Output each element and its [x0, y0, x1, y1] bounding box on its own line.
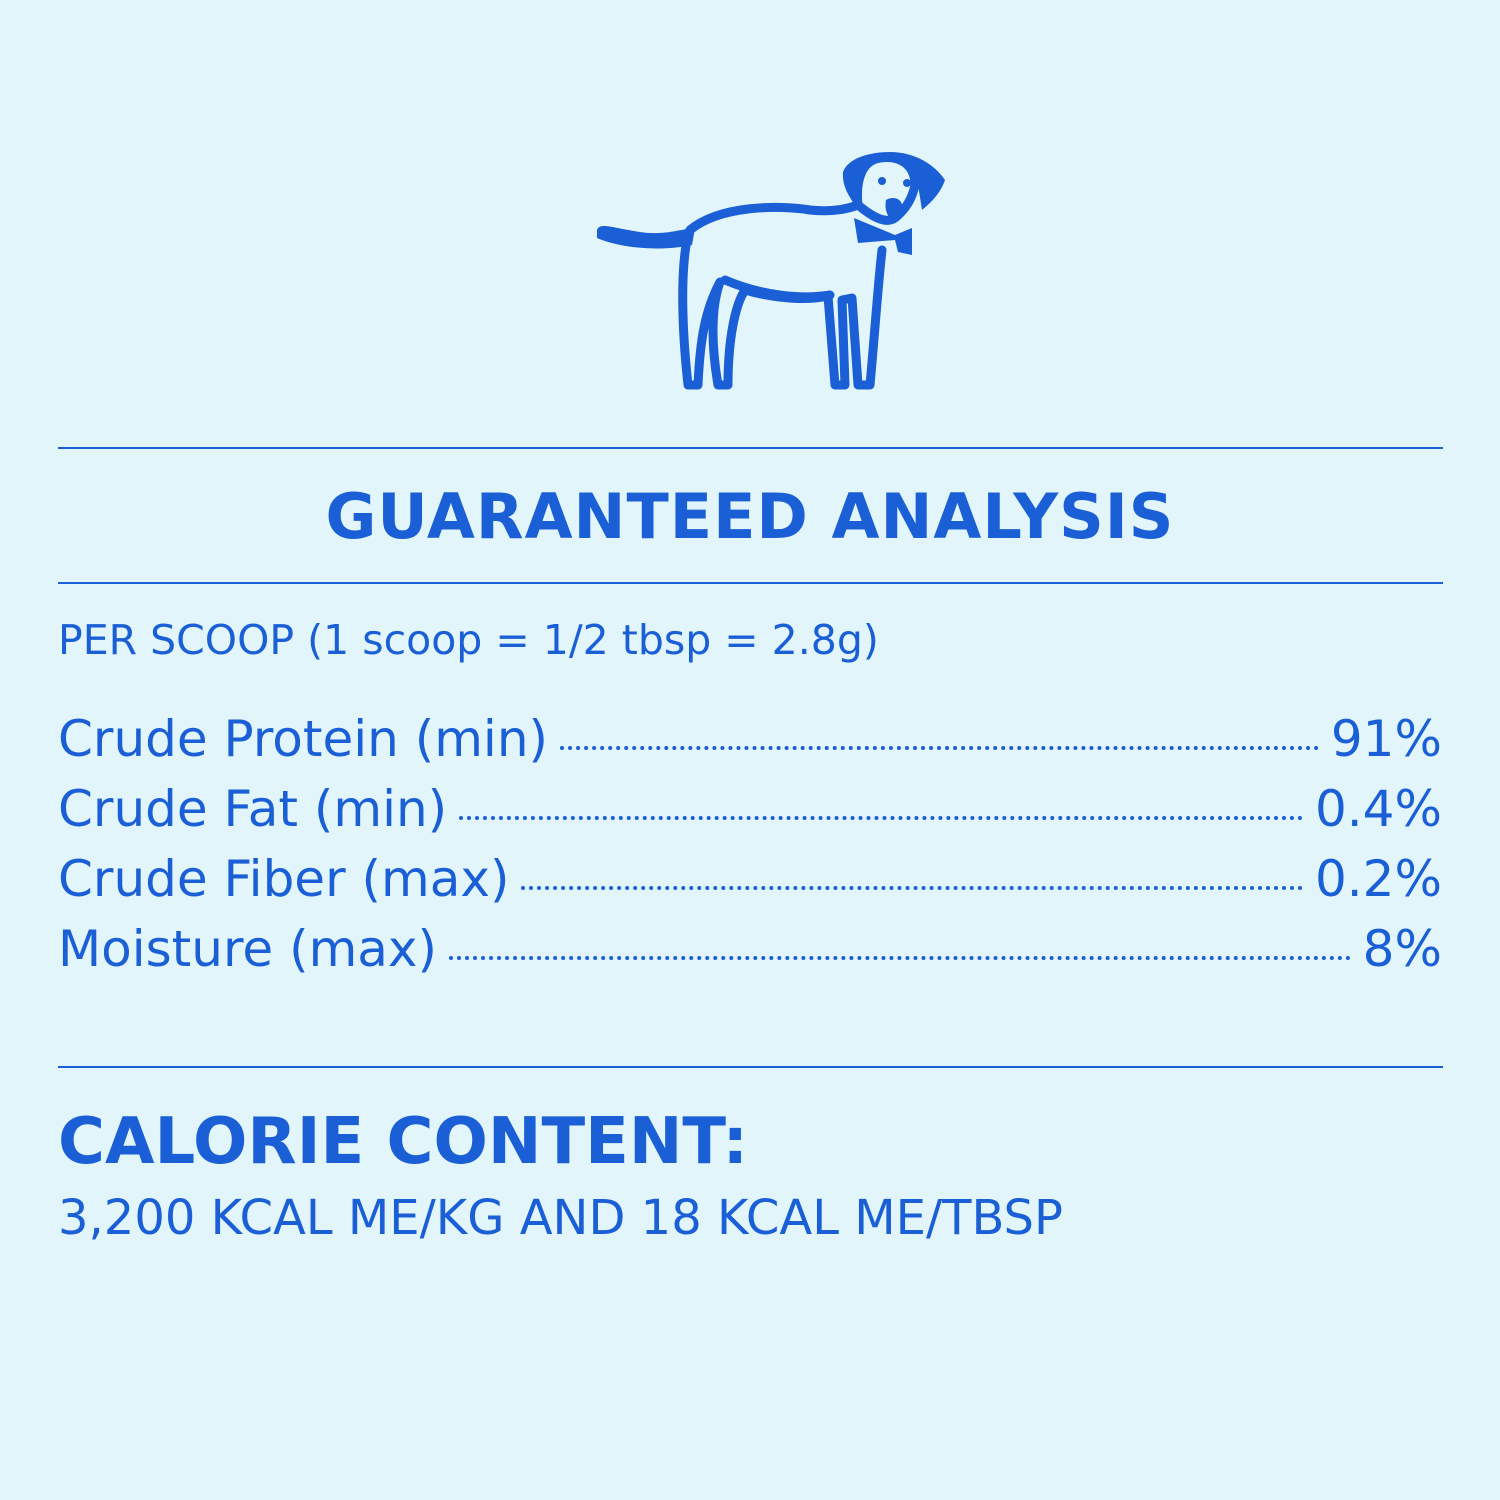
dot-leader — [521, 886, 1303, 890]
analysis-row: Crude Fiber (max) 0.2% — [58, 850, 1442, 908]
section-title: GUARANTEED ANALYSIS — [325, 480, 1175, 553]
analysis-row: Moisture (max) 8% — [58, 920, 1442, 978]
row-value: 0.4% — [1314, 780, 1442, 838]
row-label: Moisture (max) — [58, 920, 438, 978]
analysis-row: Crude Fat (min) 0.4% — [58, 780, 1442, 838]
divider — [58, 447, 1443, 449]
row-value: 0.2% — [1314, 850, 1442, 908]
dot-leader — [560, 746, 1319, 750]
divider — [58, 1066, 1443, 1068]
calorie-title: CALORIE CONTENT: — [58, 1105, 749, 1179]
row-value: 91% — [1330, 710, 1442, 768]
dog-with-bowtie-icon — [597, 152, 945, 390]
dot-leader — [459, 816, 1303, 820]
row-label: Crude Protein (min) — [58, 710, 549, 768]
serving-size: PER SCOOP (1 scoop = 1/2 tbsp = 2.8g) — [58, 616, 879, 664]
analysis-row: Crude Protein (min) 91% — [58, 710, 1442, 768]
row-label: Crude Fat (min) — [58, 780, 448, 838]
divider — [58, 582, 1443, 584]
row-value: 8% — [1362, 920, 1442, 978]
row-label: Crude Fiber (max) — [58, 850, 510, 908]
dot-leader — [449, 956, 1351, 960]
calorie-value: 3,200 KCAL ME/KG AND 18 KCAL ME/TBSP — [58, 1190, 1063, 1246]
